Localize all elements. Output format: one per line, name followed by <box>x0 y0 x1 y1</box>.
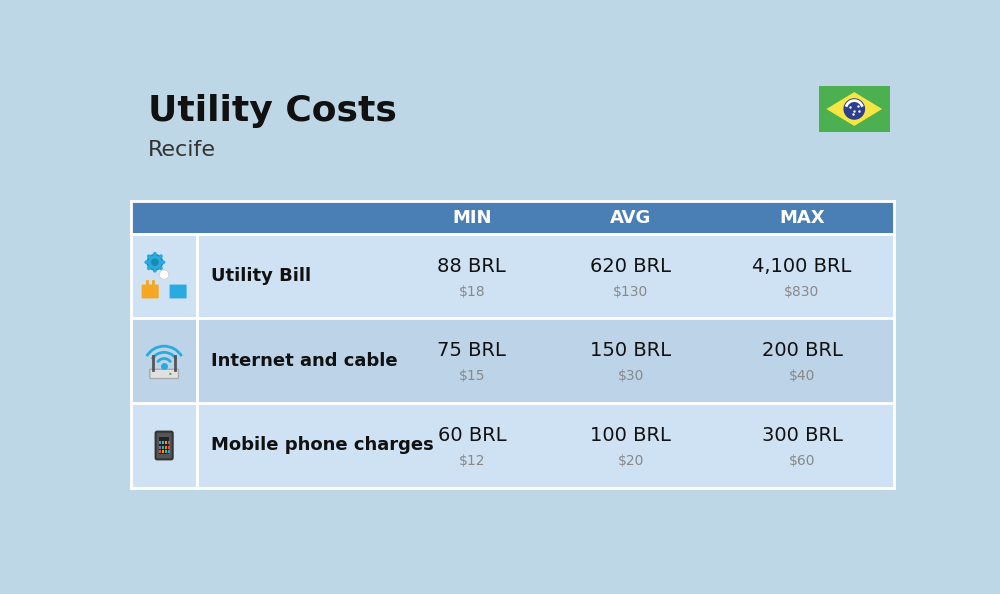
Text: Utility Costs: Utility Costs <box>148 94 397 128</box>
Bar <box>165 441 167 444</box>
Text: $12: $12 <box>459 454 485 468</box>
Bar <box>131 234 894 318</box>
Text: 88 BRL: 88 BRL <box>437 257 506 276</box>
Text: $15: $15 <box>459 369 485 383</box>
Text: Internet and cable: Internet and cable <box>211 352 398 370</box>
Circle shape <box>843 98 865 120</box>
Circle shape <box>147 266 151 270</box>
Text: $18: $18 <box>458 285 485 299</box>
Text: 200 BRL: 200 BRL <box>762 342 842 361</box>
Text: $830: $830 <box>784 285 820 299</box>
FancyBboxPatch shape <box>156 432 173 459</box>
Text: $60: $60 <box>789 454 815 468</box>
Text: $30: $30 <box>618 369 644 383</box>
Bar <box>159 441 161 444</box>
Circle shape <box>151 258 159 266</box>
FancyBboxPatch shape <box>142 285 159 298</box>
Bar <box>162 446 164 448</box>
Text: Utility Bill: Utility Bill <box>211 267 311 285</box>
Polygon shape <box>826 92 882 126</box>
Text: 100 BRL: 100 BRL <box>590 426 671 445</box>
FancyBboxPatch shape <box>159 437 169 454</box>
Bar <box>165 446 167 448</box>
Text: 4,100 BRL: 4,100 BRL <box>752 257 852 276</box>
Bar <box>131 201 894 234</box>
Text: $40: $40 <box>789 369 815 383</box>
Circle shape <box>153 268 157 273</box>
Bar <box>162 441 164 444</box>
Circle shape <box>147 255 163 270</box>
Text: 75 BRL: 75 BRL <box>437 342 506 361</box>
Text: $130: $130 <box>613 285 648 299</box>
Bar <box>131 318 894 403</box>
FancyBboxPatch shape <box>150 369 178 378</box>
Bar <box>168 450 170 453</box>
FancyBboxPatch shape <box>170 285 187 298</box>
Text: 300 BRL: 300 BRL <box>762 426 842 445</box>
Bar <box>165 450 167 453</box>
Bar <box>168 441 170 444</box>
Bar <box>162 450 164 453</box>
Circle shape <box>159 266 163 270</box>
Bar <box>159 450 161 453</box>
Text: 620 BRL: 620 BRL <box>590 257 671 276</box>
Text: Mobile phone charges: Mobile phone charges <box>211 437 434 454</box>
Circle shape <box>159 270 169 279</box>
Bar <box>819 86 890 132</box>
Circle shape <box>144 260 148 264</box>
Text: 60 BRL: 60 BRL <box>438 426 506 445</box>
Bar <box>131 403 894 488</box>
Circle shape <box>169 373 172 375</box>
Text: 150 BRL: 150 BRL <box>590 342 671 361</box>
Circle shape <box>147 254 151 258</box>
Text: MIN: MIN <box>452 208 492 226</box>
Bar <box>159 446 161 448</box>
Bar <box>168 446 170 448</box>
Text: AVG: AVG <box>610 208 651 226</box>
Circle shape <box>153 252 157 255</box>
Circle shape <box>159 254 163 258</box>
Text: Recife: Recife <box>148 140 216 160</box>
Text: $20: $20 <box>618 454 644 468</box>
Text: MAX: MAX <box>779 208 825 226</box>
Circle shape <box>161 260 165 264</box>
